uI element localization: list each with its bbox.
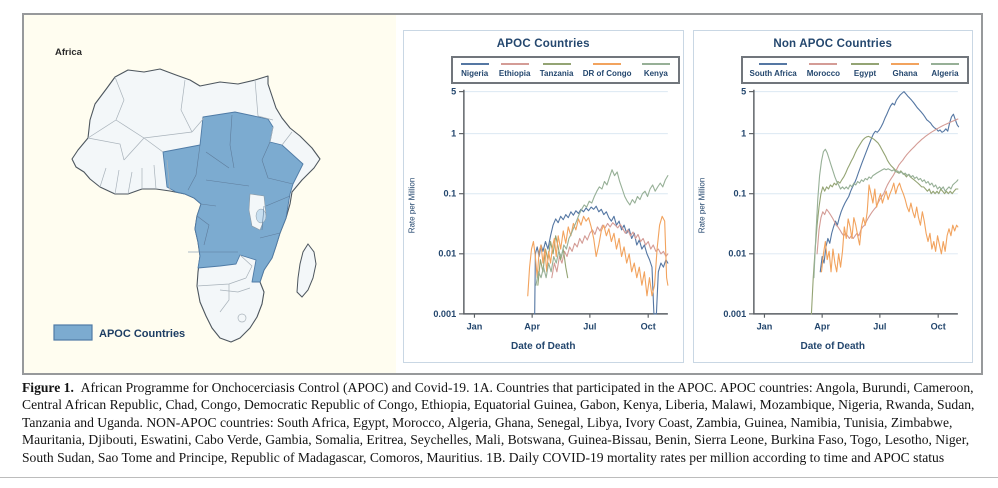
legend-item: Algeria — [930, 63, 960, 78]
legend-item: Nigeria — [460, 63, 490, 78]
svg-text:Jan: Jan — [467, 321, 483, 331]
svg-text:1: 1 — [741, 129, 746, 139]
figure-caption-label: Figure 1. — [22, 380, 74, 395]
svg-text:0.01: 0.01 — [438, 249, 456, 259]
svg-text:Jan: Jan — [756, 321, 772, 331]
legend-item: Ethiopia — [498, 63, 531, 78]
africa-map: Africa APOC Countries — [53, 47, 321, 343]
svg-text:5: 5 — [741, 87, 746, 97]
chart-apoc-countries: APOC Countries Nigeria Ethiopia Tanzania DR… — [403, 30, 684, 363]
legend-item: Egypt — [850, 63, 880, 78]
svg-text:0.1: 0.1 — [733, 189, 746, 199]
chart-legend: Nigeria Ethiopia Tanzania DR of Congo Kenya — [451, 56, 680, 84]
madagascar-island — [296, 243, 317, 298]
svg-text:Oct: Oct — [641, 321, 656, 331]
chart-plot: 5 1 0.1 0.01 0.001 Jan Apr Jul Oct — [433, 87, 669, 331]
svg-text:5: 5 — [451, 87, 456, 97]
chart-title: Non APOC Countries — [773, 38, 893, 50]
legend-label: Ethiopia — [498, 69, 531, 78]
svg-text:Jul: Jul — [873, 321, 886, 331]
figure-panel: Africa APOC Countries APOC Countries Nig… — [22, 13, 983, 375]
legend-line-swatch — [930, 63, 959, 65]
legend-label: DR of Congo — [582, 69, 632, 78]
legend-label: South Africa — [749, 69, 797, 78]
legend-item: DR of Congo — [583, 63, 632, 78]
charts-section: APOC Countries Nigeria Ethiopia Tanzania DR… — [396, 15, 981, 373]
legend-line-swatch — [891, 63, 919, 65]
apoc-countries-region — [162, 111, 304, 283]
legend-label: Egypt — [853, 69, 877, 78]
figure-caption: Figure 1. African Programme for Onchocer… — [22, 379, 980, 466]
x-axis-label: Date of Death — [800, 341, 865, 352]
svg-text:Apr: Apr — [814, 321, 830, 331]
legend-item: Kenya — [641, 63, 671, 78]
legend-line-swatch — [641, 63, 670, 65]
legend-line-swatch — [809, 63, 838, 65]
map-legend-label: APOC Countries — [99, 328, 185, 340]
chart-title: APOC Countries — [496, 38, 590, 50]
legend-line-swatch — [542, 63, 571, 65]
svg-text:Oct: Oct — [930, 321, 945, 331]
svg-text:1: 1 — [451, 129, 456, 139]
legend-line-swatch — [759, 63, 788, 65]
svg-text:Jul: Jul — [583, 321, 596, 331]
legend-label: Morocco — [806, 69, 841, 78]
legend-label: Kenya — [643, 69, 668, 78]
legend-line-swatch — [593, 63, 622, 65]
legend-label: Algeria — [931, 69, 959, 78]
map-region-label: Africa — [55, 47, 83, 58]
legend-line-swatch — [460, 63, 489, 65]
country-borders-apoc — [187, 114, 294, 253]
africa-map-panel: Africa APOC Countries — [24, 15, 396, 373]
chart-non-apoc-countries: Non APOC Countries South Africa Morocco Eg… — [692, 30, 973, 363]
country-borders-north — [87, 76, 274, 195]
y-axis-label: Rate per Million — [697, 177, 706, 234]
chart-legend: South Africa Morocco Egypt Ghana Algeria — [740, 56, 969, 84]
legend-item: Ghana — [890, 63, 920, 78]
svg-text:0.001: 0.001 — [433, 309, 456, 319]
legend-label: Ghana — [892, 69, 918, 78]
svg-text:0.001: 0.001 — [723, 309, 746, 319]
figure-caption-text: African Programme for Onchocerciasis Con… — [22, 380, 975, 465]
legend-label: Tanzania — [539, 69, 574, 78]
country-borders-south — [196, 126, 293, 323]
y-axis-label: Rate per Million — [407, 177, 417, 234]
svg-text:0.1: 0.1 — [443, 189, 456, 199]
chart-plot: 5 1 0.1 0.01 0.001 Jan Apr Jul Oct — [723, 87, 959, 331]
svg-text:0.01: 0.01 — [728, 249, 746, 259]
legend-item: Tanzania — [539, 63, 574, 78]
legend-line-swatch — [851, 63, 880, 65]
map-legend-swatch — [53, 324, 93, 341]
legend-line-swatch — [500, 63, 529, 65]
bottom-rule — [0, 477, 998, 478]
lake-victoria — [255, 208, 267, 224]
legend-label: Nigeria — [461, 69, 489, 78]
legend-item: South Africa — [749, 63, 797, 78]
svg-text:Apr: Apr — [524, 321, 540, 331]
x-axis-label: Date of Death — [511, 341, 576, 352]
legend-item: Morocco — [807, 63, 840, 78]
